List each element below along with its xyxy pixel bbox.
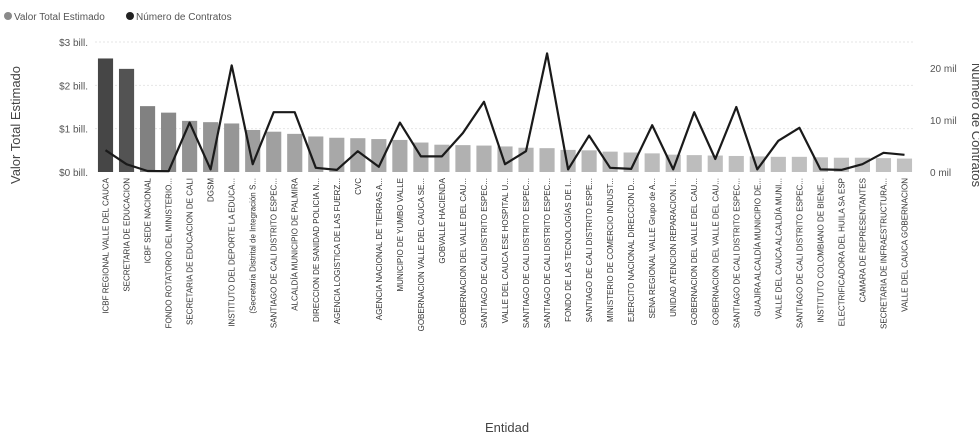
category-label: DGSM bbox=[207, 178, 216, 202]
bar bbox=[560, 149, 576, 172]
category-label: MUNICIPIO DE YUMBO VALLE bbox=[396, 178, 405, 292]
category-label: GUAJIRA ALCALDÍA MUNICIPIO DE... bbox=[753, 178, 762, 317]
category-label: SANTIAGO DE CALI DISTRITO ESPE... bbox=[585, 178, 594, 322]
bar bbox=[896, 158, 913, 172]
bar bbox=[770, 156, 786, 172]
category-label: AGENCIA NACIONAL DE TIERRAS A... bbox=[375, 178, 384, 320]
category-label: CAMARA DE REPRESENTANTES bbox=[858, 178, 867, 302]
category-label: SECRETARIA DE EDUCACION DE CALI bbox=[186, 178, 195, 325]
category-labels: ICBF REGIONAL VALLE DEL CAUCA SECRETARIA … bbox=[102, 177, 910, 331]
category-label: GOBVALLE HACIENDA bbox=[438, 177, 447, 263]
legend-marker-valor-total bbox=[4, 12, 12, 20]
category-label: SECRETARIA DE INFRAESTRUCTURA... bbox=[879, 178, 888, 329]
category-label: ALCALDÍA MUNICIPIO DE PALMIRA bbox=[291, 177, 300, 310]
bar bbox=[623, 152, 639, 172]
y-tick-label: $3 bill. bbox=[59, 38, 88, 49]
bar bbox=[161, 112, 177, 172]
bar bbox=[392, 139, 408, 172]
category-label: CVC bbox=[354, 178, 363, 195]
bar bbox=[875, 158, 892, 172]
legend-label-numero-contratos: Número de Contratos bbox=[136, 12, 232, 23]
bar bbox=[329, 137, 345, 172]
bar bbox=[182, 120, 198, 172]
legend-label-valor-total: Valor Total Estimado bbox=[14, 12, 105, 23]
category-label: GOBERNACION DEL VALLE DEL CAU... bbox=[711, 178, 720, 325]
gridlines bbox=[95, 41, 915, 130]
category-label: FONDO ROTATORIO DEL MINISTERIO... bbox=[165, 178, 174, 328]
bar bbox=[118, 68, 135, 172]
bar bbox=[308, 136, 324, 172]
line-contracts bbox=[104, 52, 905, 173]
bar bbox=[455, 145, 471, 172]
legend-marker-numero-contratos bbox=[126, 12, 134, 20]
category-label: VALLE DEL CAUCA ALCALDÍA MUNI... bbox=[774, 178, 783, 319]
bar bbox=[728, 155, 744, 172]
y-axis-ticks: $0 bill. $1 bill. $2 bill. $3 bill. bbox=[59, 38, 88, 179]
y2-tick-label: 20 mil bbox=[930, 64, 957, 75]
bar bbox=[266, 131, 282, 172]
category-label: GOBERNACION VALLE DEL CAUCA SE... bbox=[417, 178, 426, 331]
y-axis-title: Valor Total Estimado bbox=[8, 66, 23, 184]
bar bbox=[434, 144, 450, 172]
y2-tick-label: 0 mil bbox=[930, 168, 951, 179]
bar bbox=[224, 123, 240, 172]
bar bbox=[791, 156, 807, 172]
y2-tick-label: 10 mil bbox=[930, 116, 957, 127]
category-label: SANTIAGO DE CALI DISTRITO ESPEC... bbox=[522, 178, 531, 328]
category-label: SANTIAGO DE CALI DISTRITO ESPEC... bbox=[732, 178, 741, 328]
bar bbox=[350, 138, 366, 172]
category-label: MINISTERIO DE COMERCIO INDUST... bbox=[606, 178, 615, 322]
category-label: GOBERNACION DEL VALLE DEL CAU... bbox=[690, 178, 699, 325]
legend: Valor Total Estimado Número de Contratos bbox=[4, 12, 232, 23]
category-label: DIRECCION DE SANIDAD POLICIA N... bbox=[312, 178, 321, 322]
y-tick-label: $0 bill. bbox=[59, 168, 88, 179]
category-label: INSTITUTO COLOMBIANO DE BIENE... bbox=[816, 178, 825, 323]
bar bbox=[287, 133, 303, 172]
bar bbox=[476, 145, 492, 172]
category-label: ELECTRIFICADORA DEL HUILA SA ESP bbox=[837, 178, 846, 326]
category-label: SANTIAGO DE CALI DISTRITO ESPEC... bbox=[795, 178, 804, 328]
y2-axis-title: Número de Contratos bbox=[969, 63, 979, 188]
bar bbox=[686, 155, 702, 172]
category-label: VALLE DEL CAUCA GOBERNACION bbox=[900, 178, 909, 312]
y2-axis-ticks: 0 mil 10 mil 20 mil bbox=[930, 64, 957, 179]
category-label: SANTIAGO DE CALI DISTRITO ESPEC... bbox=[543, 178, 552, 328]
x-axis-title: Entidad bbox=[485, 420, 529, 435]
bar bbox=[139, 106, 156, 172]
bar bbox=[581, 150, 597, 172]
y-tick-label: $1 bill. bbox=[59, 125, 88, 136]
category-label: SANTIAGO DE CALI DISTRITO ESPEC... bbox=[480, 178, 489, 328]
category-label: VALLE DEL CAUCA ESE HOSPITAL U... bbox=[501, 178, 510, 323]
category-label: SECRETARIA DE EDUCACION bbox=[123, 178, 132, 292]
category-label: GOBERNACION DEL VALLE DEL CAU... bbox=[459, 178, 468, 325]
category-label: AGENCIA LOGISTICA DE LAS FUERZ... bbox=[333, 178, 342, 324]
category-label: SENA REGIONAL VALLE Grupo de A... bbox=[648, 178, 657, 319]
category-label: FONDO DE LAS TECNOLOGÍAS DE I... bbox=[564, 178, 573, 322]
category-label: (Secretaría Distrital de Integración S..… bbox=[249, 178, 258, 314]
y-tick-label: $2 bill. bbox=[59, 81, 88, 92]
line-series bbox=[104, 52, 905, 173]
category-label: SANTIAGO DE CALI DISTRITO ESPEC... bbox=[270, 178, 279, 328]
bar bbox=[97, 58, 114, 172]
bar bbox=[539, 148, 555, 172]
bar-series bbox=[97, 58, 913, 172]
category-label: INSTITUTO DEL DEPORTE LA EDUCA... bbox=[228, 178, 237, 327]
category-label: UNIDAD ATENCION REPARACION I... bbox=[669, 178, 678, 317]
category-label: ICBF REGIONAL VALLE DEL CAUCA bbox=[102, 177, 111, 313]
category-label: ICBF SEDE NACIONAL bbox=[144, 177, 153, 263]
category-label: EJERCITO NACIONAL DIRECCION D... bbox=[627, 178, 636, 322]
bar bbox=[245, 129, 261, 172]
bar bbox=[644, 153, 660, 172]
bar bbox=[707, 155, 723, 172]
